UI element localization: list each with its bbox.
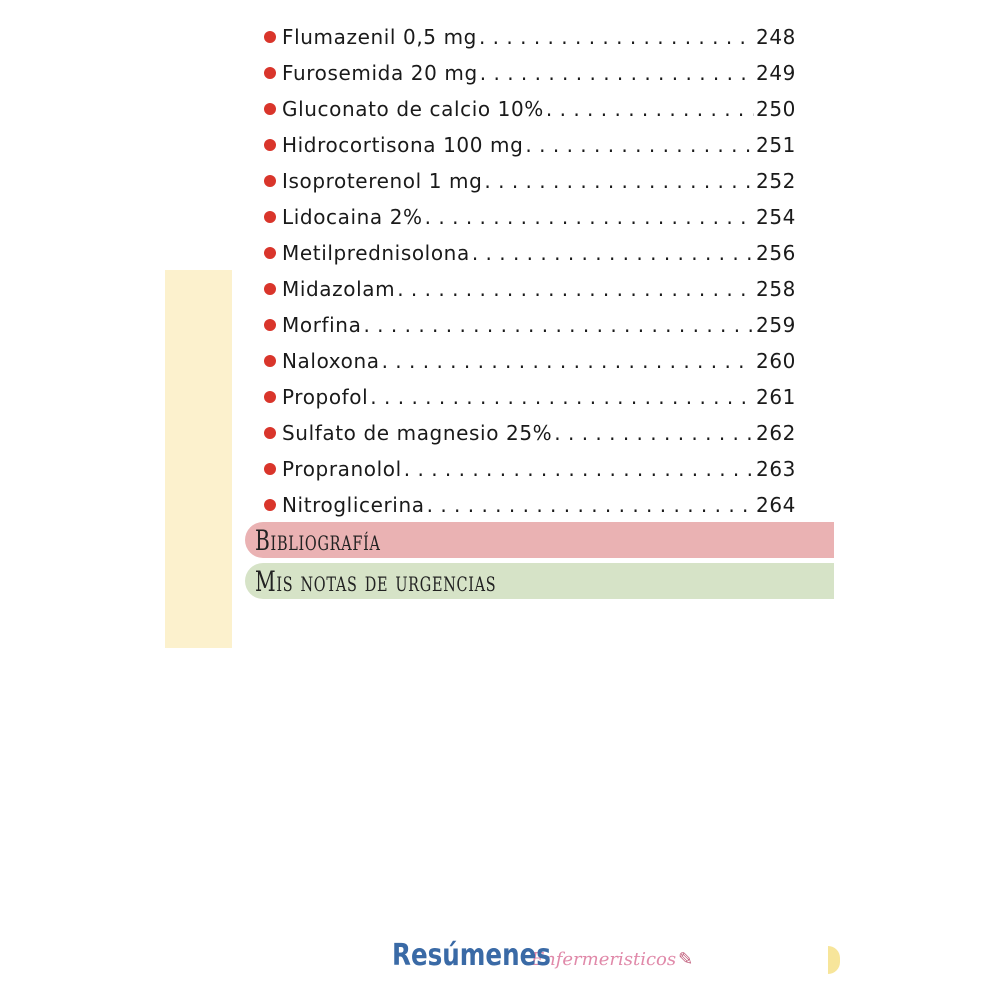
leader-dots <box>404 451 754 487</box>
entry-title: Naloxona <box>282 349 380 373</box>
toc-entry[interactable]: Flumazenil 0,5 mg 248 <box>264 19 796 55</box>
bullet-icon <box>264 31 276 43</box>
footer-logo: Resúmenes Enfermeristicos ✎ <box>392 938 693 973</box>
entry-page: 251 <box>756 133 796 157</box>
leader-dots <box>427 487 754 523</box>
entry-page: 260 <box>756 349 796 373</box>
entry-title: Gluconato de calcio 10% <box>282 97 544 121</box>
entry-page: 254 <box>756 205 796 229</box>
toc-entry[interactable]: Metilprednisolona 256 <box>264 235 796 271</box>
entry-title: Sulfato de magnesio 25% <box>282 421 553 445</box>
bullet-icon <box>264 103 276 115</box>
leader-dots <box>472 235 754 271</box>
leader-dots <box>397 271 754 307</box>
bullet-icon <box>264 175 276 187</box>
toc-entry[interactable]: Lidocaina 2% 254 <box>264 199 796 235</box>
entry-title: Morfina <box>282 313 362 337</box>
brand-script: Enfermeristicos <box>531 949 677 970</box>
bullet-icon <box>264 463 276 475</box>
entry-page: 250 <box>756 97 796 121</box>
entry-title: Propofol <box>282 385 369 409</box>
entry-page: 259 <box>756 313 796 337</box>
bullet-icon <box>264 67 276 79</box>
entry-title: Hidrocortisona 100 mg <box>282 133 524 157</box>
toc-entry[interactable]: Hidrocortisona 100 mg 251 <box>264 127 796 163</box>
page-tab-decoration <box>828 946 840 974</box>
bullet-icon <box>264 391 276 403</box>
toc-entry[interactable]: Furosemida 20 mg 249 <box>264 55 796 91</box>
bullet-icon <box>264 211 276 223</box>
leader-dots <box>382 343 754 379</box>
toc-entry[interactable]: Propofol 261 <box>264 379 796 415</box>
toc-entry[interactable]: Morfina 259 <box>264 307 796 343</box>
section-mis-notas[interactable]: Mis notas de urgencias <box>245 563 834 599</box>
entry-title: Metilprednisolona <box>282 241 470 265</box>
bullet-icon <box>264 499 276 511</box>
bullet-icon <box>264 355 276 367</box>
toc-entry[interactable]: Sulfato de magnesio 25% 262 <box>264 415 796 451</box>
entry-page: 264 <box>756 493 796 517</box>
leader-dots <box>554 415 754 451</box>
entry-title: Nitroglicerina <box>282 493 425 517</box>
entry-page: 261 <box>756 385 796 409</box>
leader-dots <box>363 307 754 343</box>
syringe-pen-icon: ✎ <box>678 949 694 970</box>
toc-entry[interactable]: Propranolol 263 <box>264 451 796 487</box>
bullet-icon <box>264 427 276 439</box>
entry-page: 249 <box>756 61 796 85</box>
toc-entry[interactable]: Gluconato de calcio 10% 250 <box>264 91 796 127</box>
leader-dots <box>480 55 754 91</box>
section-title: Mis notas de urgencias <box>255 565 497 598</box>
entry-title: Lidocaina 2% <box>282 205 423 229</box>
entry-title: Isoproterenol 1 mg <box>282 169 483 193</box>
table-of-contents: Flumazenil 0,5 mg 248 Furosemida 20 mg 249 G… <box>264 19 796 523</box>
entry-page: 258 <box>756 277 796 301</box>
section-title: Bibliografía <box>255 524 381 557</box>
leader-dots <box>370 379 754 415</box>
side-color-tab <box>165 270 232 648</box>
leader-dots <box>425 199 754 235</box>
entry-page: 263 <box>756 457 796 481</box>
entry-title: Flumazenil 0,5 mg <box>282 25 477 49</box>
toc-entry[interactable]: Naloxona 260 <box>264 343 796 379</box>
entry-page: 252 <box>756 169 796 193</box>
toc-entry[interactable]: Nitroglicerina 264 <box>264 487 796 523</box>
leader-dots <box>484 163 754 199</box>
leader-dots <box>479 19 754 55</box>
bullet-icon <box>264 319 276 331</box>
bullet-icon <box>264 247 276 259</box>
toc-entry[interactable]: Isoproterenol 1 mg 252 <box>264 163 796 199</box>
bullet-icon <box>264 139 276 151</box>
section-bibliografia[interactable]: Bibliografía <box>245 522 834 558</box>
bullet-icon <box>264 283 276 295</box>
entry-page: 248 <box>756 25 796 49</box>
entry-title: Propranolol <box>282 457 402 481</box>
brand-main: Resúmenes <box>392 938 551 973</box>
leader-dots <box>525 127 754 163</box>
toc-entry[interactable]: Midazolam 258 <box>264 271 796 307</box>
entry-title: Furosemida 20 mg <box>282 61 478 85</box>
entry-page: 262 <box>756 421 796 445</box>
leader-dots <box>546 91 754 127</box>
entry-page: 256 <box>756 241 796 265</box>
entry-title: Midazolam <box>282 277 396 301</box>
